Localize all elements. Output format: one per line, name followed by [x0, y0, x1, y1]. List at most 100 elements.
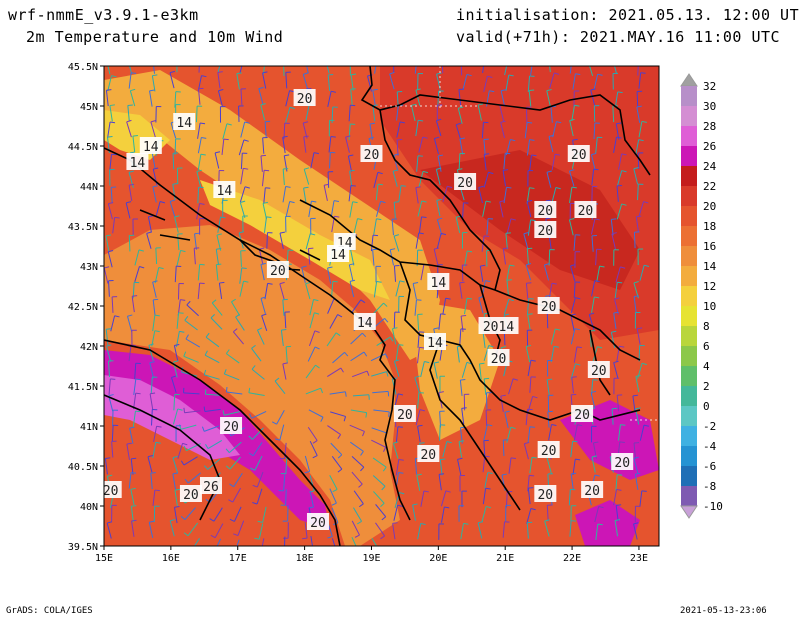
wind-barb-flag [380, 200, 386, 204]
wind-barb-flag [591, 152, 597, 156]
wind-barb [239, 267, 243, 284]
wind-barb [568, 489, 571, 506]
wind-barb [570, 473, 574, 490]
wind-barb [239, 186, 246, 203]
wind-barb [613, 489, 618, 506]
wind-barb-flag [254, 537, 260, 540]
contour-label: 20 [223, 420, 239, 435]
wind-barb [152, 442, 157, 459]
wind-barb [414, 458, 418, 475]
colorbar-label: 18 [703, 220, 716, 233]
wind-barb [152, 299, 156, 316]
wind-barb [257, 329, 265, 345]
wind-barb [153, 66, 156, 74]
wind-barb-flag [289, 200, 295, 204]
wind-barb [282, 137, 286, 154]
wind-barb [235, 316, 245, 331]
wind-barb-flag [372, 104, 378, 107]
wind-barb-flag [241, 267, 247, 269]
wind-barb-flag [548, 134, 555, 137]
wind-barb-flag [126, 442, 132, 445]
wind-barb-flag [261, 313, 267, 317]
wind-barb-flag [614, 519, 621, 521]
wind-barb [593, 123, 596, 140]
contour-label-box [213, 181, 236, 198]
wind-barb-flag [617, 281, 623, 284]
wind-barb [437, 90, 440, 107]
wind-barb [417, 392, 420, 409]
wind-barb-flag [458, 440, 465, 443]
wind-barb [169, 72, 175, 89]
wind-barb [301, 267, 306, 284]
wind-barb [371, 427, 387, 434]
wind-barb [551, 187, 557, 204]
wind-barb-flag [575, 73, 581, 75]
wind-barb-flag [114, 216, 120, 219]
wind-barb [436, 200, 441, 217]
wind-barb-flag [419, 409, 425, 412]
wind-barb-flag [225, 387, 228, 393]
contour-label-box [417, 445, 440, 462]
wind-barb [109, 154, 113, 171]
wind-barb-flag [128, 57, 133, 58]
wind-barb-flag [526, 344, 532, 348]
wind-barb-flag [619, 441, 625, 443]
wind-barb [464, 298, 468, 315]
wind-barb [593, 74, 599, 90]
wind-barb-flag [382, 466, 387, 472]
wind-barb [175, 331, 180, 348]
wind-barb [348, 105, 351, 122]
wind-barb-flag [530, 359, 536, 362]
wind-barb-flag [327, 266, 333, 269]
wind-barb-flag [331, 90, 337, 93]
wind-barb [276, 409, 285, 425]
wind-barb-flag [529, 187, 535, 189]
wind-barb-flag [571, 472, 577, 475]
wind-barb [523, 443, 529, 460]
wind-barb [530, 66, 533, 76]
wind-barb [111, 296, 114, 313]
wind-barb [502, 248, 507, 265]
wind-barb-flag [129, 426, 135, 429]
wind-barb [204, 408, 221, 412]
wind-barb-flag [152, 57, 157, 58]
model-title: wrf-nmmE_v3.9.1-e3km [8, 6, 199, 24]
wind-barb-flag [500, 346, 507, 349]
wind-barb [193, 248, 196, 265]
wind-barb-flag [635, 407, 641, 410]
wind-barb [462, 202, 464, 219]
wind-barb [546, 90, 551, 107]
wind-barb-flag [575, 363, 581, 366]
wind-barb-flag [216, 248, 222, 250]
wind-barb-flag [284, 154, 290, 157]
wind-barb-flag [599, 265, 605, 268]
wind-barb-flag [365, 412, 368, 418]
wind-barb [393, 202, 396, 219]
wind-barb [224, 373, 240, 381]
wind-barb [371, 538, 378, 546]
wind-barb-flag [501, 473, 508, 476]
wind-barb [591, 280, 596, 297]
wind-barb-flag [215, 151, 221, 154]
wind-barb-flag [436, 167, 442, 170]
wind-barb [279, 233, 284, 249]
wind-barb-flag [351, 73, 357, 76]
wind-barb [174, 91, 177, 108]
wind-barb [389, 73, 395, 90]
wind-barb [570, 265, 576, 282]
wind-barb [591, 456, 596, 473]
wind-barb [525, 283, 529, 300]
wind-barb [331, 538, 336, 546]
wind-barb-flag [590, 88, 596, 91]
contour-label: 20 [420, 448, 436, 463]
wind-barb-flag [459, 137, 465, 140]
wind-barb-flag [149, 89, 155, 92]
wind-barb [262, 72, 267, 89]
contour-label-box [393, 405, 416, 422]
wind-barb [330, 200, 335, 217]
wind-barb-flag [467, 250, 473, 253]
wind-barb-flag [233, 328, 238, 333]
contour-label-box [574, 201, 597, 218]
contour-label: 20 [614, 456, 630, 471]
